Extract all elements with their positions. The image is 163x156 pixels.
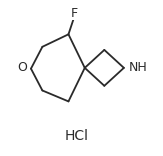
Text: NH: NH bbox=[128, 61, 147, 74]
Text: HCl: HCl bbox=[65, 129, 89, 143]
Text: O: O bbox=[17, 61, 27, 74]
Text: F: F bbox=[71, 7, 78, 20]
